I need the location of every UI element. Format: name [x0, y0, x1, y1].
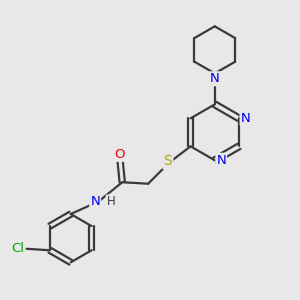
Text: N: N: [216, 154, 226, 167]
Text: H: H: [107, 196, 116, 208]
Text: N: N: [210, 72, 220, 85]
Text: N: N: [241, 112, 250, 125]
Text: S: S: [164, 154, 172, 168]
Text: N: N: [90, 196, 100, 208]
Text: O: O: [115, 148, 125, 161]
Text: Cl: Cl: [11, 242, 25, 255]
